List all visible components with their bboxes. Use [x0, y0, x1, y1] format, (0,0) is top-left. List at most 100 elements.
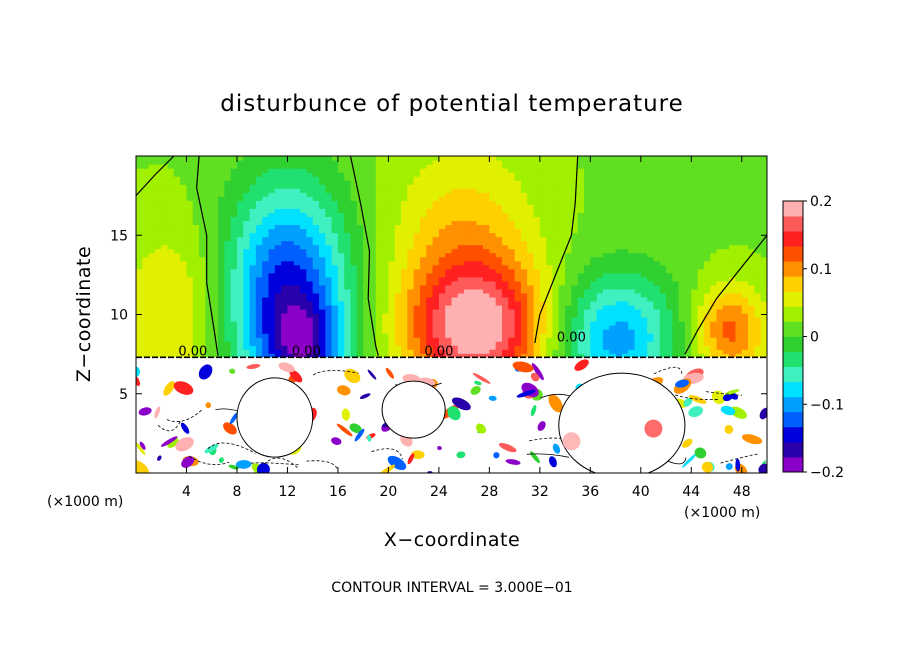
field-cell	[552, 160, 560, 165]
field-cell	[653, 313, 661, 318]
field-cell	[407, 176, 415, 181]
field-cell	[192, 224, 200, 230]
field-cell	[312, 164, 320, 169]
field-cell	[546, 264, 554, 270]
field-cell	[609, 216, 617, 222]
field-cell	[312, 180, 320, 185]
field-cell	[438, 341, 446, 346]
field-cell	[306, 337, 314, 342]
field-cell	[533, 164, 541, 169]
field-cell	[375, 268, 383, 274]
field-cell	[729, 212, 737, 217]
field-cell	[596, 160, 604, 165]
field-cell	[760, 220, 767, 226]
field-cell	[590, 224, 598, 230]
field-cell	[495, 196, 503, 201]
field-cell	[154, 256, 162, 262]
field-cell	[716, 208, 724, 213]
field-cell	[640, 188, 648, 193]
field-cell	[218, 292, 225, 298]
field-cell	[306, 216, 314, 222]
field-cell	[621, 317, 629, 322]
field-cell	[697, 341, 705, 346]
field-cell	[211, 349, 219, 354]
field-cell	[375, 337, 383, 342]
field-cell	[268, 168, 276, 173]
field-cell	[697, 192, 705, 197]
field-cell	[666, 353, 673, 358]
field-cell	[407, 196, 415, 201]
field-cell	[350, 156, 358, 161]
field-cell	[344, 284, 352, 290]
field-cell	[760, 276, 767, 282]
field-cell	[508, 156, 516, 161]
field-cell	[154, 224, 162, 230]
field-cell	[401, 337, 408, 342]
field-cell	[584, 353, 591, 358]
field-cell	[640, 329, 648, 334]
field-cell	[628, 272, 636, 278]
field-cell	[476, 224, 484, 230]
field-cell	[508, 200, 516, 205]
field-cell	[356, 220, 364, 226]
field-cell	[438, 252, 446, 258]
field-cell	[735, 224, 743, 230]
field-cell	[590, 212, 598, 217]
field-cell	[659, 304, 667, 310]
field-cell	[609, 164, 617, 169]
field-cell	[476, 200, 484, 205]
field-cell	[451, 220, 459, 226]
field-cell	[760, 272, 767, 278]
field-cell	[167, 256, 175, 262]
field-cell	[136, 313, 143, 318]
field-cell	[596, 208, 604, 213]
field-cell	[697, 196, 705, 201]
field-cell	[741, 200, 749, 205]
field-cell	[344, 353, 352, 358]
field-cell	[230, 172, 238, 177]
field-cell	[394, 164, 402, 169]
field-cell	[672, 228, 680, 234]
field-cell	[666, 212, 673, 217]
field-cell	[230, 333, 238, 338]
field-cell	[331, 188, 339, 193]
field-cell	[407, 345, 415, 350]
field-cell	[268, 216, 276, 222]
field-cell	[136, 321, 143, 326]
field-cell	[691, 329, 699, 334]
field-cell	[426, 272, 434, 278]
field-cell	[300, 264, 307, 270]
field-cell	[748, 196, 755, 201]
field-cell	[255, 176, 263, 181]
field-cell	[401, 176, 408, 181]
field-cell	[180, 208, 188, 213]
field-cell	[640, 200, 648, 205]
field-cell	[243, 296, 251, 302]
field-cell	[508, 284, 516, 290]
field-cell	[489, 156, 497, 161]
field-cell	[520, 317, 528, 322]
field-cell	[236, 353, 244, 358]
field-cell	[300, 272, 307, 278]
field-cell	[388, 176, 396, 181]
field-cell	[281, 325, 289, 330]
field-cell	[470, 196, 478, 201]
field-cell	[306, 180, 314, 185]
field-cell	[369, 220, 377, 226]
field-cell	[369, 212, 377, 217]
field-cell	[318, 276, 326, 282]
field-cell	[293, 244, 301, 250]
field-cell	[678, 232, 686, 238]
field-cell	[369, 284, 377, 290]
field-cell	[735, 200, 743, 205]
field-cell	[148, 317, 156, 322]
field-cell	[306, 325, 314, 330]
field-cell	[154, 220, 162, 226]
field-cell	[621, 188, 629, 193]
field-cell	[394, 196, 402, 201]
field-cell	[760, 240, 767, 246]
field-cell	[647, 204, 655, 209]
field-cell	[489, 212, 497, 217]
field-cell	[546, 156, 554, 161]
field-cell	[413, 260, 421, 266]
